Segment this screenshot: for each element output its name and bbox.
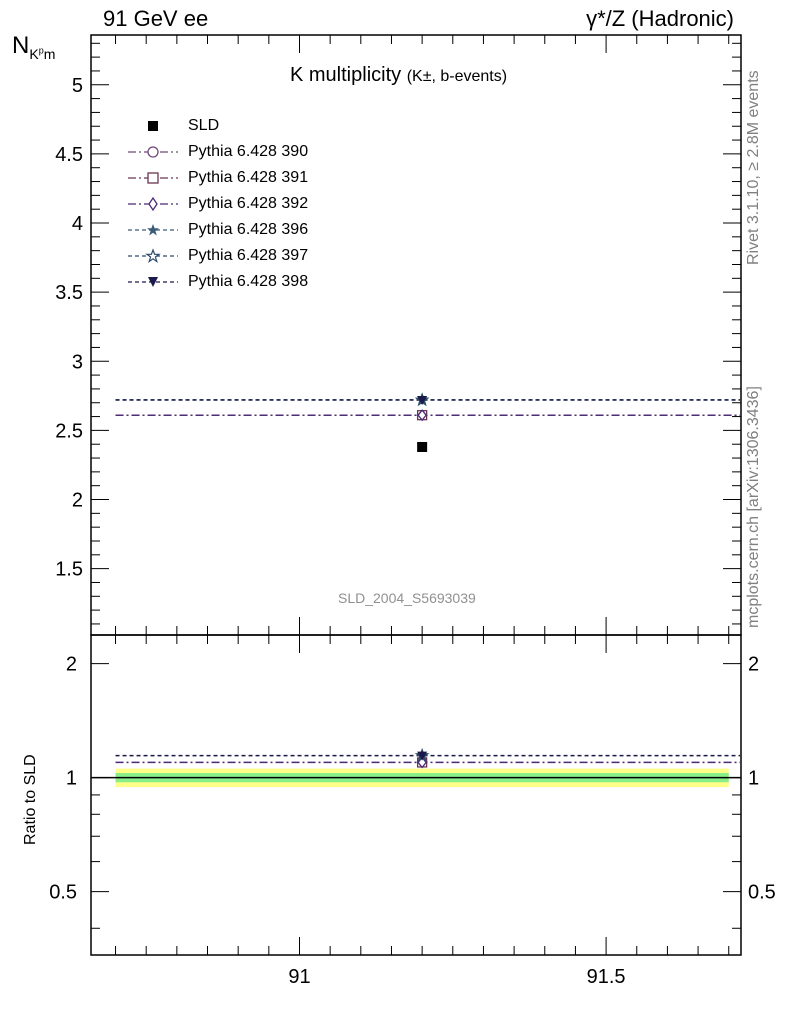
y-label-tail: m xyxy=(43,45,56,62)
ratio-panel: 91 91.5 0.5 0.5 1 1 2 2 xyxy=(49,35,776,988)
plot-title: K multiplicity (K±, b-events) xyxy=(290,64,507,87)
plot-title-sub: (K±, b-events) xyxy=(406,68,508,85)
sld-data-point xyxy=(417,441,428,452)
legend-label: Pythia 6.428 398 xyxy=(188,273,309,290)
ratio-y-tick-label-left: 0.5 xyxy=(49,882,77,904)
y-tick-label: 5 xyxy=(72,75,83,97)
ratio-y-tick-label-left: 2 xyxy=(66,654,77,676)
legend: SLD Pythia 6.428 390 Pythia 6.428 391 Py… xyxy=(126,113,308,295)
legend-marker-sld xyxy=(148,121,158,131)
legend-marker-397 xyxy=(128,248,178,264)
y-axis-label-main: NKpm xyxy=(12,32,55,62)
ratio-y-tick-label-right: 2 xyxy=(748,654,759,676)
y-tick-label: 3 xyxy=(72,351,83,373)
legend-label: Pythia 6.428 396 xyxy=(188,221,309,238)
legend-entry-391: Pythia 6.428 391 xyxy=(126,165,308,191)
legend-entry-390: Pythia 6.428 390 xyxy=(126,139,308,165)
legend-marker-390 xyxy=(128,146,178,158)
legend-label: Pythia 6.428 392 xyxy=(188,195,309,212)
plot-title-main: K multiplicity xyxy=(290,64,402,86)
legend-marker-391 xyxy=(128,172,178,184)
legend-entry-392: Pythia 6.428 392 xyxy=(126,191,308,217)
legend-entry-sld: SLD xyxy=(126,113,308,139)
legend-label: SLD xyxy=(188,117,220,134)
legend-marker-398 xyxy=(128,277,178,287)
y-tick-label: 2 xyxy=(72,490,83,512)
y-axis-label-ratio: Ratio to SLD xyxy=(22,754,39,845)
mcplots-citation-label: mcplots.cern.ch [arXiv:1306.3436] xyxy=(745,386,762,628)
ratio-y-tick-label-right: 1 xyxy=(748,768,759,790)
y-tick-label: 3.5 xyxy=(55,282,83,304)
ratio-y-tick-label-right: 0.5 xyxy=(748,882,776,904)
y-tick-label: 4.5 xyxy=(55,144,83,166)
y-tick-label: 2.5 xyxy=(55,420,83,442)
y-label-sub: Kpm xyxy=(29,45,56,62)
ratio-marker-5 xyxy=(417,751,428,761)
y-tick-label: 1.5 xyxy=(55,559,83,581)
x-tick-label: 91 xyxy=(288,966,310,988)
legend-entry-398: Pythia 6.428 398 xyxy=(126,269,308,295)
legend-label: Pythia 6.428 390 xyxy=(188,143,309,160)
legend-label: Pythia 6.428 391 xyxy=(188,169,309,186)
legend-marker-392 xyxy=(128,196,178,212)
main-panel: 1.5 2 2.5 3 3.5 4 4.5 5 xyxy=(55,34,742,636)
y-tick-label: 4 xyxy=(72,213,83,235)
legend-entry-397: Pythia 6.428 397 xyxy=(126,243,308,269)
legend-label: Pythia 6.428 397 xyxy=(188,247,309,264)
mc-marker-5 xyxy=(417,395,428,405)
energy-label: 91 GeV ee xyxy=(103,6,209,31)
x-tick-label: 91.5 xyxy=(587,966,626,988)
analysis-id-watermark: SLD_2004_S5693039 xyxy=(338,590,476,606)
mc-marker-2 xyxy=(417,409,427,422)
legend-marker-396 xyxy=(128,224,178,236)
ratio-frame xyxy=(90,634,742,956)
y-label-sup: p xyxy=(38,45,44,56)
ratio-y-tick-label-left: 1 xyxy=(66,768,77,790)
legend-entry-396: Pythia 6.428 396 xyxy=(126,217,308,243)
rivet-version-label: Rivet 3.1.10, ≥ 2.8M events xyxy=(745,70,762,265)
process-label: γ*/Z (Hadronic) xyxy=(586,6,734,31)
y-label-base: N xyxy=(12,32,30,59)
